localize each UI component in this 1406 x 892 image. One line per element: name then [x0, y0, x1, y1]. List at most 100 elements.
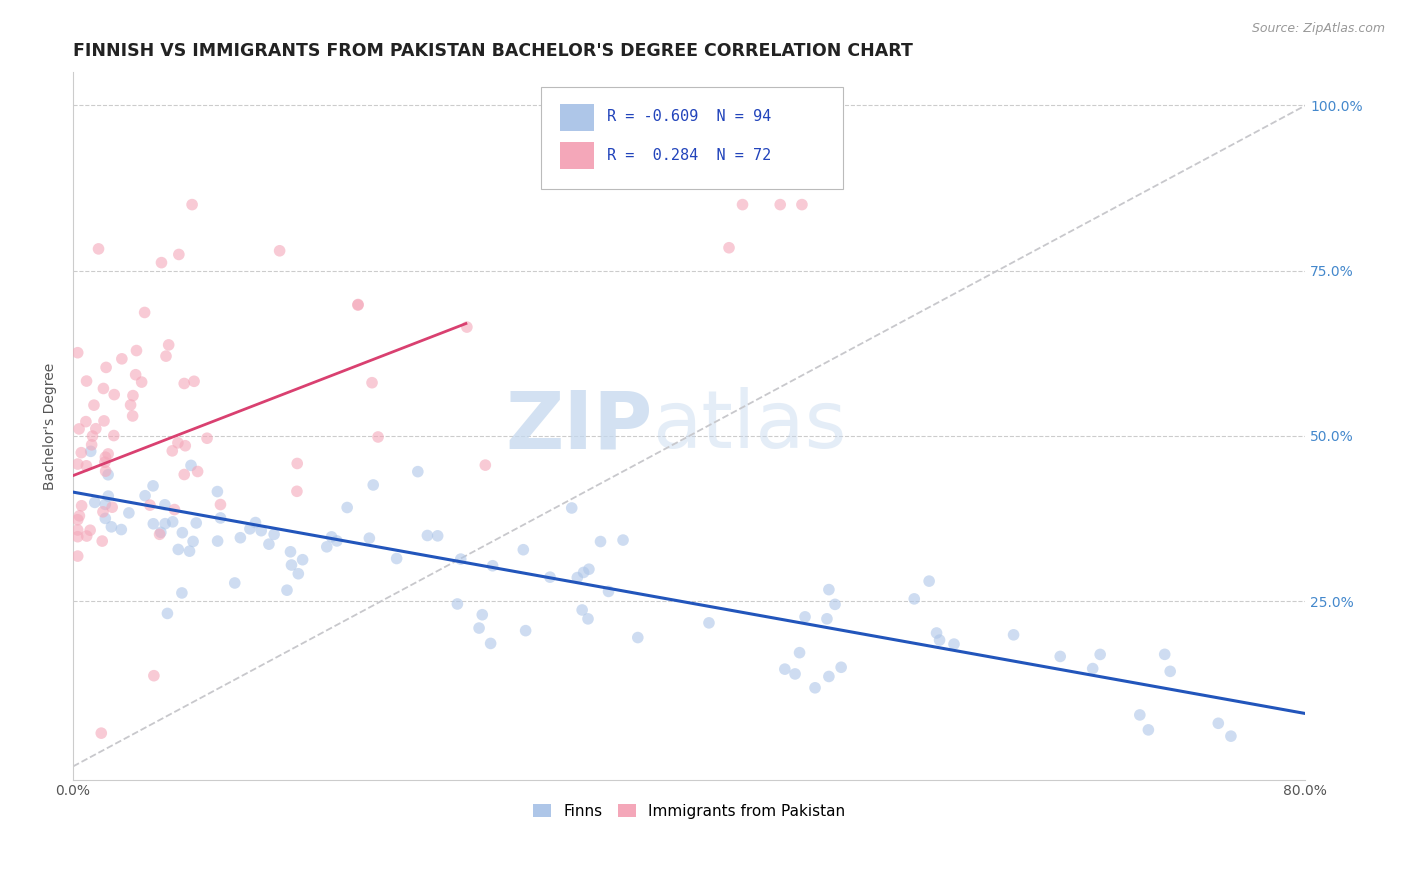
- Point: [186, 516, 208, 530]
- Point: [162, 443, 184, 458]
- Point: [118, 506, 141, 520]
- Point: [90, 726, 112, 740]
- Point: [538, 570, 561, 584]
- Point: [121, 409, 143, 423]
- Point: [598, 584, 620, 599]
- Point: [276, 583, 298, 598]
- Point: [250, 524, 273, 538]
- Point: [718, 241, 741, 255]
- Point: [94, 455, 117, 469]
- Point: [367, 430, 389, 444]
- Y-axis label: Bachelor's Degree: Bachelor's Degree: [44, 362, 58, 490]
- Point: [173, 467, 195, 482]
- Point: [94, 497, 117, 511]
- Point: [103, 428, 125, 442]
- Point: [456, 320, 478, 334]
- Point: [1002, 628, 1025, 642]
- Point: [315, 540, 337, 554]
- Point: [571, 603, 593, 617]
- Point: [150, 255, 173, 269]
- Point: [326, 533, 349, 548]
- Text: R =  0.284  N = 72: R = 0.284 N = 72: [606, 148, 770, 162]
- Text: FINNISH VS IMMIGRANTS FROM PAKISTAN BACHELOR'S DEGREE CORRELATION CHART: FINNISH VS IMMIGRANTS FROM PAKISTAN BACH…: [73, 42, 912, 60]
- Point: [157, 338, 180, 352]
- Point: [576, 612, 599, 626]
- Point: [830, 660, 852, 674]
- Point: [224, 576, 246, 591]
- Point: [174, 439, 197, 453]
- Point: [359, 531, 381, 545]
- Point: [87, 242, 110, 256]
- Point: [769, 197, 792, 211]
- Point: [139, 498, 162, 512]
- Point: [207, 484, 229, 499]
- Point: [1049, 649, 1071, 664]
- Point: [70, 499, 93, 513]
- Point: [134, 489, 156, 503]
- Point: [155, 349, 177, 363]
- Point: [416, 528, 439, 542]
- Point: [471, 607, 494, 622]
- Point: [824, 598, 846, 612]
- Point: [120, 398, 142, 412]
- Point: [66, 530, 89, 544]
- Point: [1206, 716, 1229, 731]
- Point: [103, 387, 125, 401]
- Point: [94, 450, 117, 465]
- Point: [134, 305, 156, 319]
- Point: [100, 520, 122, 534]
- Point: [280, 558, 302, 572]
- Point: [156, 607, 179, 621]
- Point: [426, 529, 449, 543]
- Point: [75, 458, 97, 473]
- Point: [183, 374, 205, 388]
- Point: [481, 558, 503, 573]
- Point: [229, 531, 252, 545]
- Point: [83, 398, 105, 412]
- Point: [773, 662, 796, 676]
- Point: [173, 376, 195, 391]
- Point: [918, 574, 941, 588]
- Point: [79, 523, 101, 537]
- Point: [209, 511, 232, 525]
- Point: [91, 534, 114, 549]
- Point: [110, 523, 132, 537]
- Point: [142, 479, 165, 493]
- Point: [124, 368, 146, 382]
- Legend: Finns, Immigrants from Pakistan: Finns, Immigrants from Pakistan: [527, 797, 852, 825]
- Point: [67, 508, 90, 523]
- Point: [167, 542, 190, 557]
- Point: [207, 534, 229, 549]
- Point: [209, 498, 232, 512]
- FancyBboxPatch shape: [541, 87, 844, 189]
- Point: [97, 467, 120, 482]
- Point: [167, 435, 190, 450]
- Point: [170, 586, 193, 600]
- Point: [943, 637, 966, 651]
- Point: [75, 415, 97, 429]
- Point: [578, 562, 600, 576]
- Point: [612, 533, 634, 547]
- Point: [180, 458, 202, 473]
- Point: [149, 525, 172, 540]
- Point: [76, 374, 98, 388]
- Point: [1088, 648, 1111, 662]
- Point: [91, 505, 114, 519]
- Point: [818, 669, 841, 683]
- Point: [818, 582, 841, 597]
- Point: [336, 500, 359, 515]
- Point: [285, 484, 308, 499]
- Point: [347, 297, 370, 311]
- Point: [82, 429, 104, 443]
- Point: [76, 529, 98, 543]
- Point: [153, 516, 176, 531]
- Point: [66, 513, 89, 527]
- Point: [697, 615, 720, 630]
- Text: atlas: atlas: [652, 387, 846, 465]
- Point: [446, 597, 468, 611]
- Point: [97, 447, 120, 461]
- Point: [627, 631, 650, 645]
- Point: [66, 523, 89, 537]
- Point: [479, 636, 502, 650]
- Point: [66, 457, 89, 471]
